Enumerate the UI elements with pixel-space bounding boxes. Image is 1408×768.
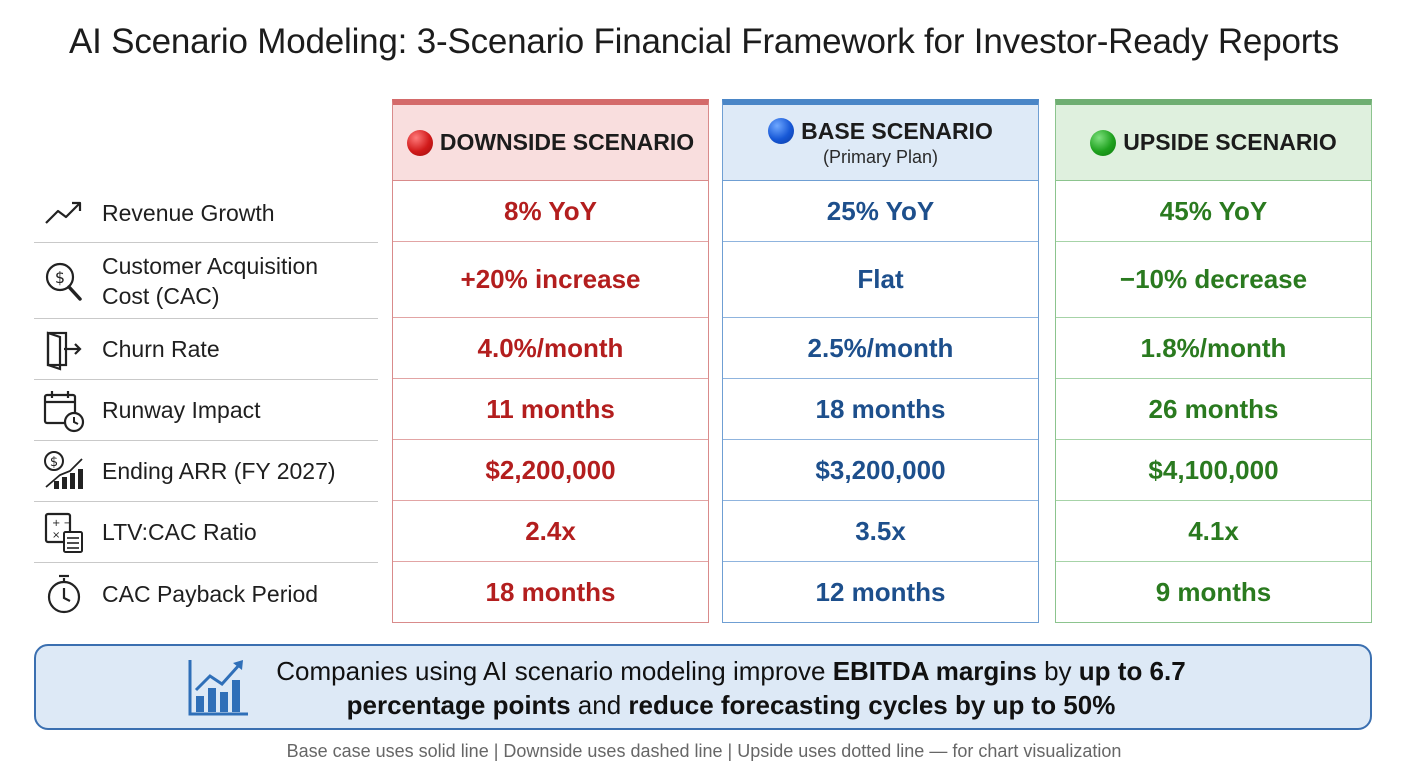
stopwatch-icon — [47, 574, 81, 613]
bar-chart-growth-icon — [188, 660, 248, 716]
upside-runway-impact: 26 months — [1056, 378, 1371, 439]
scenario-title: DOWNSIDE SCENARIO — [439, 129, 695, 155]
callout-emphasis: up to 6.7 percentage points — [346, 656, 1186, 720]
base-scenario-header: BASE SCENARIO (Primary Plan) — [723, 105, 1038, 181]
svg-text:+ −: + − — [52, 518, 72, 529]
upside-cac-payback: 9 months — [1056, 561, 1371, 622]
metric-row-revenue-growth: Revenue Growth — [34, 183, 378, 243]
callout-part: Companies using AI scenario modeling imp… — [276, 656, 833, 686]
svg-text:$: $ — [50, 455, 58, 470]
metric-label: Churn Rate — [102, 336, 220, 362]
callout-part: and — [570, 690, 629, 720]
blue-circle-icon — [768, 118, 795, 144]
metric-label: Ending ARR (FY 2027) — [102, 458, 336, 484]
base-runway-impact: 18 months — [723, 378, 1038, 439]
calendar-clock-icon — [43, 391, 85, 433]
metric-label: Runway Impact — [102, 397, 261, 423]
dollar-bars-icon: $ — [44, 451, 83, 489]
metric-label: CAC Payback Period — [102, 580, 319, 607]
upside-revenue-growth: 45% YoY — [1159, 195, 1268, 226]
metric-row-ltv-cac: + − × = LTV:CAC Ratio — [34, 502, 378, 563]
metric-label: LTV:CAC Ratio — [102, 519, 257, 545]
callout-emphasis: reduce forecasting cycles by up to 50% — [628, 690, 1116, 720]
exit-door-icon — [46, 331, 82, 371]
green-circle-icon — [1090, 129, 1117, 156]
scenario-title: UPSIDE SCENARIO — [1123, 129, 1337, 155]
base-ending-arr: $3,200,000 — [723, 439, 1038, 500]
dollar-search-icon: $ — [45, 262, 82, 301]
upside-ending-arr: $4,100,000 — [1056, 439, 1371, 500]
downside-revenue-growth: 8% YoY — [504, 195, 597, 226]
base-scenario-column: BASE SCENARIO (Primary Plan) 25% YoY Fla… — [722, 99, 1039, 623]
base-cac: Flat — [723, 241, 1038, 317]
downside-churn-rate: 4.0%/month — [393, 317, 708, 378]
page-title: AI Scenario Modeling: 3-Scenario Financi… — [68, 22, 1340, 61]
downside-runway-impact: 11 months — [393, 378, 708, 439]
scenario-title: BASE SCENARIO — [801, 117, 993, 144]
base-revenue-growth: 25% YoY — [826, 195, 935, 226]
metric-row-cac-payback: CAC Payback Period — [34, 563, 378, 624]
svg-text:× =: × = — [52, 530, 72, 541]
callout-part: by — [1036, 656, 1079, 686]
downside-ending-arr: $2,200,000 — [393, 439, 708, 500]
callout-text: Companies using AI scenario modeling imp… — [266, 654, 1196, 722]
upside-scenario-column: UPSIDE SCENARIO 45% YoY −10% decrease 1.… — [1055, 99, 1372, 623]
base-ltv-cac: 3.5x — [723, 500, 1038, 561]
calculator-icon: + − × = — [44, 512, 83, 553]
downside-scenario-header: DOWNSIDE SCENARIO — [393, 105, 708, 181]
scenario-subtitle: (Primary Plan) — [822, 146, 938, 167]
base-churn-rate: 2.5%/month — [723, 317, 1038, 378]
metric-row-cac: $ Customer Acquisition Cost (CAC) — [34, 243, 378, 319]
metric-row-runway-impact: Runway Impact — [34, 380, 378, 441]
upside-ltv-cac: 4.1x — [1056, 500, 1371, 561]
metric-row-ending-arr: $ Ending ARR (FY 2027) — [34, 441, 378, 502]
upside-scenario-header: UPSIDE SCENARIO — [1056, 105, 1371, 181]
metric-label: Revenue Growth — [102, 199, 275, 226]
trend-up-icon — [45, 201, 82, 224]
downside-scenario-column: DOWNSIDE SCENARIO 8% YoY +20% increase 4… — [392, 99, 709, 623]
insight-callout: Companies using AI scenario modeling imp… — [34, 644, 1372, 730]
metric-label: Customer Acquisition Cost (CAC) — [102, 252, 319, 309]
downside-cac: +20% increase — [393, 241, 708, 317]
upside-cac: −10% decrease — [1056, 241, 1371, 317]
footnote: Base case uses solid line | Downside use… — [286, 741, 1122, 761]
upside-churn-rate: 1.8%/month — [1056, 317, 1371, 378]
red-circle-icon — [406, 129, 433, 156]
callout-emphasis: EBITDA margins — [832, 656, 1037, 686]
downside-ltv-cac: 2.4x — [393, 500, 708, 561]
svg-text:$: $ — [55, 268, 65, 287]
base-cac-payback: 12 months — [723, 561, 1038, 622]
downside-cac-payback: 18 months — [393, 561, 708, 622]
metric-row-churn-rate: Churn Rate — [34, 319, 378, 380]
